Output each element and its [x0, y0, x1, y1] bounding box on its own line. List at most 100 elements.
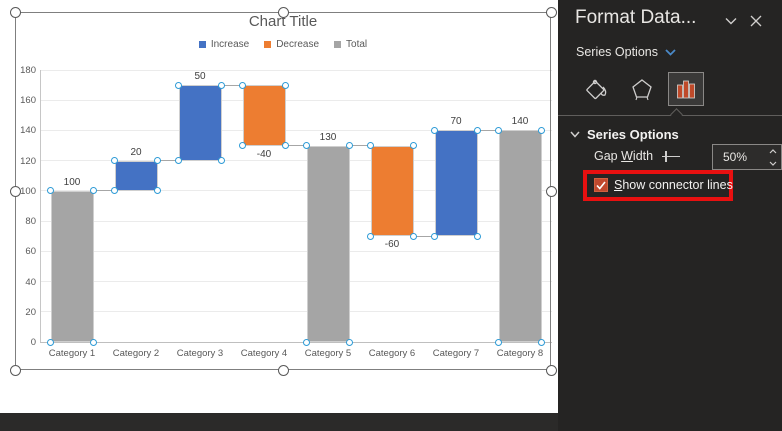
data-point-handle[interactable] — [218, 81, 225, 89]
data-label: 130 — [319, 131, 337, 143]
tab-fill-line[interactable] — [580, 72, 616, 106]
data-label: 20 — [130, 146, 142, 158]
panel-title: Format Data... — [575, 7, 697, 28]
data-point-handle[interactable] — [90, 187, 97, 195]
waterfall-bar-total[interactable] — [306, 145, 350, 342]
waterfall-bar-increase[interactable] — [178, 85, 222, 161]
data-point-handle[interactable] — [346, 142, 353, 150]
chart-resize-handle[interactable] — [545, 185, 557, 197]
data-point-handle[interactable] — [154, 187, 161, 195]
chevron-down-icon — [725, 18, 737, 25]
data-point-handle[interactable] — [239, 142, 246, 150]
gridline — [40, 160, 552, 162]
data-point-handle[interactable] — [282, 81, 289, 89]
data-point-handle[interactable] — [538, 338, 545, 346]
waterfall-bar-total[interactable] — [498, 130, 542, 342]
waterfall-bar-decrease[interactable] — [370, 145, 414, 237]
waterfall-bar-increase[interactable] — [114, 160, 158, 191]
chart-resize-handle[interactable] — [9, 6, 21, 18]
data-point-handle[interactable] — [175, 81, 182, 89]
series-options-section-header[interactable]: Series Options — [570, 127, 679, 142]
data-point-handle[interactable] — [111, 157, 118, 165]
y-axis-tick-label: 40 — [25, 276, 36, 288]
format-data-series-panel: Format Data... Series Options — [558, 0, 782, 431]
data-point-handle[interactable] — [47, 187, 54, 195]
data-point-handle[interactable] — [239, 81, 246, 89]
tab-series-options[interactable] — [668, 72, 704, 106]
legend-swatch — [334, 41, 342, 48]
panel-tab-row — [580, 72, 704, 106]
chart-resize-handle[interactable] — [277, 364, 289, 376]
gridline — [40, 250, 552, 252]
gridline — [40, 281, 552, 283]
data-point-handle[interactable] — [218, 157, 225, 165]
data-point-handle[interactable] — [495, 338, 502, 346]
x-axis-category-label: Category 4 — [240, 348, 288, 359]
waterfall-connector-line — [413, 235, 435, 237]
chart-resize-handle[interactable] — [545, 364, 557, 376]
spinner-up-button[interactable] — [764, 145, 781, 157]
data-point-handle[interactable] — [282, 142, 289, 150]
selected-tab-notch — [670, 108, 683, 121]
section-header-label: Series Options — [587, 127, 679, 142]
data-point-handle[interactable] — [538, 126, 545, 134]
chart-selection-frame[interactable] — [15, 12, 551, 370]
gridline — [40, 190, 552, 192]
data-point-handle[interactable] — [90, 338, 97, 346]
y-axis-tick-label: 120 — [20, 155, 36, 167]
chart-resize-handle[interactable] — [277, 6, 289, 18]
data-point-handle[interactable] — [410, 232, 417, 240]
data-point-handle[interactable] — [346, 338, 353, 346]
waterfall-connector-line — [93, 190, 115, 192]
series-bars-icon — [677, 80, 695, 99]
x-axis-category-label: Category 6 — [368, 348, 416, 359]
gap-width-input[interactable] — [713, 145, 764, 169]
panel-close-button[interactable] — [746, 11, 766, 31]
caret-down-icon — [769, 161, 776, 166]
tab-divider — [558, 115, 782, 116]
options-scope-dropdown[interactable]: Series Options — [576, 45, 676, 59]
data-point-handle[interactable] — [303, 338, 310, 346]
data-point-handle[interactable] — [495, 126, 502, 134]
waterfall-bar-decrease[interactable] — [242, 85, 286, 146]
data-point-handle[interactable] — [431, 126, 438, 134]
data-label: 140 — [511, 116, 529, 128]
data-point-handle[interactable] — [367, 142, 374, 150]
y-axis-tick-label: 80 — [25, 216, 36, 228]
paint-bucket-icon — [586, 79, 607, 100]
gridline — [40, 99, 552, 101]
data-label: -60 — [384, 239, 400, 251]
chart-legend[interactable]: Increase Decrease Total — [0, 39, 566, 50]
data-point-handle[interactable] — [474, 126, 481, 134]
legend-item-increase[interactable]: Increase — [198, 39, 249, 50]
chart-resize-handle[interactable] — [9, 185, 21, 197]
data-point-handle[interactable] — [47, 338, 54, 346]
data-point-handle[interactable] — [154, 157, 161, 165]
gridline — [40, 129, 552, 131]
legend-item-total[interactable]: Total — [334, 39, 367, 50]
chart-resize-handle[interactable] — [9, 364, 21, 376]
data-point-handle[interactable] — [431, 232, 438, 240]
chart-resize-handle[interactable] — [545, 6, 557, 18]
caret-up-icon — [769, 148, 776, 153]
data-point-handle[interactable] — [303, 142, 310, 150]
panel-collapse-button[interactable] — [721, 11, 741, 31]
show-connector-lines-checkbox[interactable] — [594, 178, 608, 192]
y-axis-tick-label: 100 — [20, 185, 36, 197]
data-point-handle[interactable] — [474, 232, 481, 240]
legend-item-decrease[interactable]: Decrease — [264, 39, 319, 50]
data-point-handle[interactable] — [367, 232, 374, 240]
tab-effects[interactable] — [624, 72, 660, 106]
spinner-down-button[interactable] — [764, 157, 781, 169]
data-point-handle[interactable] — [111, 187, 118, 195]
chart-title[interactable]: Chart Title — [248, 13, 318, 30]
waterfall-bar-total[interactable] — [50, 190, 94, 342]
data-point-handle[interactable] — [175, 157, 182, 165]
x-axis-category-label: Category 2 — [112, 348, 160, 359]
waterfall-bar-increase[interactable] — [434, 130, 478, 237]
data-point-handle[interactable] — [410, 142, 417, 150]
y-axis-tick-label: 180 — [20, 65, 36, 76]
waterfall-connector-line — [221, 84, 243, 86]
waterfall-plot-area: 0 20 40 60 80 100 120 140 160 180 Category 1 Catego… — [20, 65, 552, 359]
